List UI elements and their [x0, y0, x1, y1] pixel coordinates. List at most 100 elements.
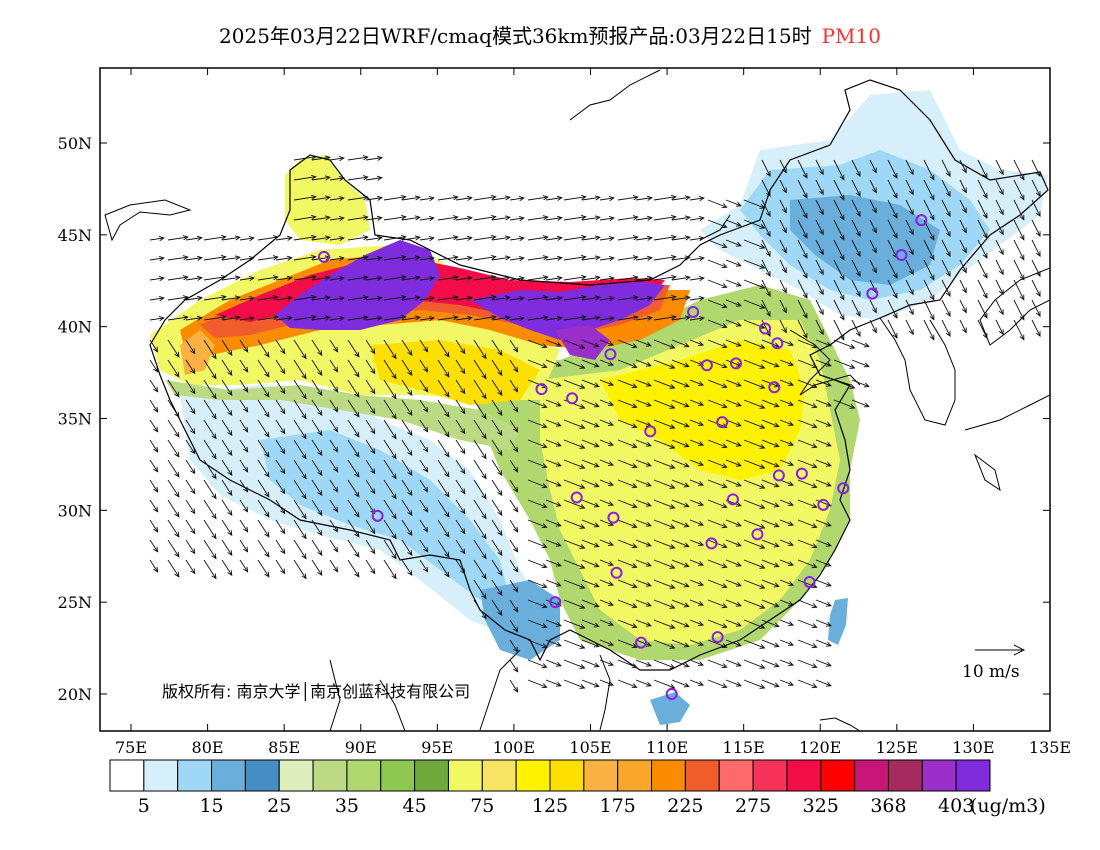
wind-arrow [167, 479, 180, 498]
wind-arrow [149, 459, 158, 472]
wind-arrow-head [759, 424, 766, 429]
wind-arrow [293, 236, 316, 241]
wind-arrow [707, 679, 727, 688]
wind-arrow [419, 339, 428, 352]
wind-arrow [329, 339, 338, 352]
wind-arrow-head [391, 493, 397, 500]
wind-arrow-head [998, 329, 1004, 336]
wind-arrow [293, 276, 316, 281]
wind-arrow [419, 499, 428, 512]
wind-arrow-head [190, 568, 196, 575]
wind-arrow [563, 659, 585, 669]
wind-arrow-head [818, 189, 824, 196]
wind-arrow-head [849, 344, 856, 349]
wind-arrow-head [227, 390, 233, 396]
wind-arrow-head [423, 486, 429, 493]
wind-arrow-head [721, 603, 728, 609]
station-marker [751, 528, 764, 541]
wind-arrow-head [444, 371, 450, 378]
colorbar-swatch [380, 759, 416, 792]
wind-arrow-head [391, 353, 397, 360]
wind-arrow [437, 379, 450, 398]
wind-arrow [221, 256, 240, 261]
wind-arrow-head [735, 641, 742, 647]
wind-arrow [563, 559, 585, 569]
wind-arrow [473, 276, 496, 281]
wind-arrow [491, 216, 510, 221]
wind-arrow-head [460, 448, 466, 455]
wind-arrow-head [452, 315, 459, 321]
wind-arrow [599, 639, 614, 646]
wind-arrow-head [541, 423, 548, 429]
wind-arrow [437, 276, 458, 281]
wind-arrow [671, 459, 689, 467]
wind-arrow [779, 239, 787, 253]
wind-arrow-head [354, 511, 360, 518]
wind-arrow-head [541, 683, 548, 689]
wind-arrow-head [698, 381, 705, 386]
wind-arrow-head [452, 295, 459, 301]
wind-arrow [977, 199, 988, 219]
west-outline [104, 199, 192, 242]
wind-arrow [491, 276, 510, 281]
wind-arrow-head [481, 613, 487, 620]
wind-arrow-head [264, 451, 270, 458]
wind-arrow [293, 296, 316, 301]
wind-arrow-head [811, 643, 818, 649]
colorbar-swatch [854, 759, 889, 792]
wind-arrow-head [802, 332, 808, 339]
wind-arrow-head [234, 315, 241, 321]
wind-arrow [833, 259, 845, 280]
map-plot-area [104, 69, 1050, 731]
wind-arrow [617, 659, 637, 668]
wind-arrow [545, 217, 562, 221]
wind-arrow-head [182, 315, 189, 321]
wind-arrow [581, 559, 599, 567]
wind-arrow-head [466, 295, 473, 301]
wind-arrow-head [423, 566, 429, 573]
wind-arrow-head [839, 314, 845, 321]
colorbar: 5 15 25 35 45 75 125 175 225 275 325 368 403(ug/m3) [109, 759, 1046, 817]
wind-arrow-head [645, 481, 652, 487]
wind-arrow [329, 257, 344, 261]
wind-arrow-head [782, 287, 787, 294]
wind-arrow [527, 659, 547, 668]
wind-arrow [779, 359, 794, 366]
station-marker [665, 688, 678, 700]
wind-arrow [527, 539, 547, 548]
wind-arrow [995, 219, 1004, 235]
russia-coast [569, 69, 731, 241]
wind-arrow [311, 339, 323, 356]
wind-arrow-head [872, 307, 877, 314]
wind-arrow [689, 559, 704, 566]
wind-arrow-head [504, 275, 511, 281]
wind-arrow-head [684, 195, 691, 201]
wind-arrow-head [579, 484, 586, 489]
wind-arrow-head [608, 441, 615, 446]
wind-arrow-head [579, 524, 586, 529]
wind-arrow-head [333, 406, 339, 413]
wind-arrow [329, 317, 344, 321]
wind-arrow [221, 316, 240, 321]
wind-arrow [725, 639, 742, 647]
wind-arrow [761, 459, 779, 467]
station-marker [866, 287, 879, 300]
colorbar-label: 403 [938, 795, 974, 817]
wind-arrow-head [580, 214, 587, 220]
wind-arrow-head [593, 442, 600, 448]
wind-arrow [833, 319, 845, 340]
wind-arrow-head [721, 243, 728, 249]
wind-arrow-head [698, 196, 705, 202]
wind-arrow [599, 439, 614, 446]
wind-arrow-head [683, 502, 690, 508]
wind-arrow [365, 277, 382, 281]
wind-arrow-head [593, 522, 600, 528]
wind-arrow [509, 317, 524, 321]
wind-arrow [797, 199, 808, 219]
wind-arrow-head [788, 341, 795, 346]
wind-arrow [455, 379, 466, 394]
wind-arrow-head [555, 661, 562, 667]
wind-arrow [743, 519, 765, 529]
wind-arrow-head [428, 216, 435, 222]
wind-arrow-head [444, 471, 450, 478]
